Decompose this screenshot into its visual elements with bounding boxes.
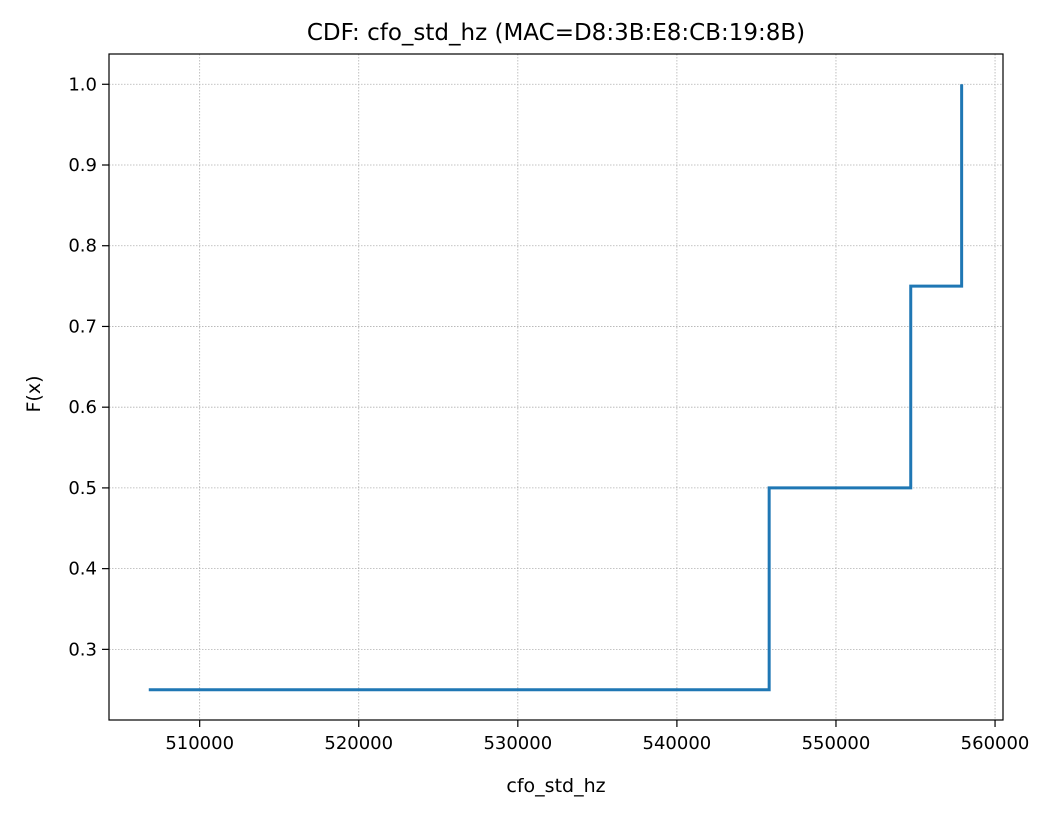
chart-title: CDF: cfo_std_hz (MAC=D8:3B:E8:CB:19:8B) xyxy=(307,20,805,46)
x-tick-label: 560000 xyxy=(961,733,1030,754)
y-tick-label: 0.3 xyxy=(68,639,97,660)
x-tick-label: 540000 xyxy=(643,733,712,754)
x-tick-label: 550000 xyxy=(802,733,871,754)
y-tick-label: 0.6 xyxy=(68,397,97,418)
y-tick-label: 0.5 xyxy=(68,478,97,499)
y-tick-label: 0.4 xyxy=(68,559,97,580)
plot-frame xyxy=(108,53,1004,721)
x-axis: 510000 520000 530000 540000 550000 560000 xyxy=(165,720,1029,754)
grid xyxy=(109,54,1003,720)
series-group xyxy=(148,84,964,692)
y-axis-label: F(x) xyxy=(23,376,45,413)
y-tick-label: 0.7 xyxy=(68,316,97,337)
y-tick-label: 1.0 xyxy=(68,74,97,95)
x-tick-label: 530000 xyxy=(483,733,552,754)
y-axis: 0.3 0.4 0.5 0.6 0.7 0.8 0.9 1.0 xyxy=(68,74,109,660)
cdf-step-line xyxy=(148,84,964,692)
x-tick-label: 520000 xyxy=(324,733,393,754)
x-tick-label: 510000 xyxy=(165,733,234,754)
y-tick-label: 0.9 xyxy=(68,155,97,176)
y-tick-label: 0.8 xyxy=(68,236,97,257)
x-axis-label: cfo_std_hz xyxy=(506,775,605,797)
